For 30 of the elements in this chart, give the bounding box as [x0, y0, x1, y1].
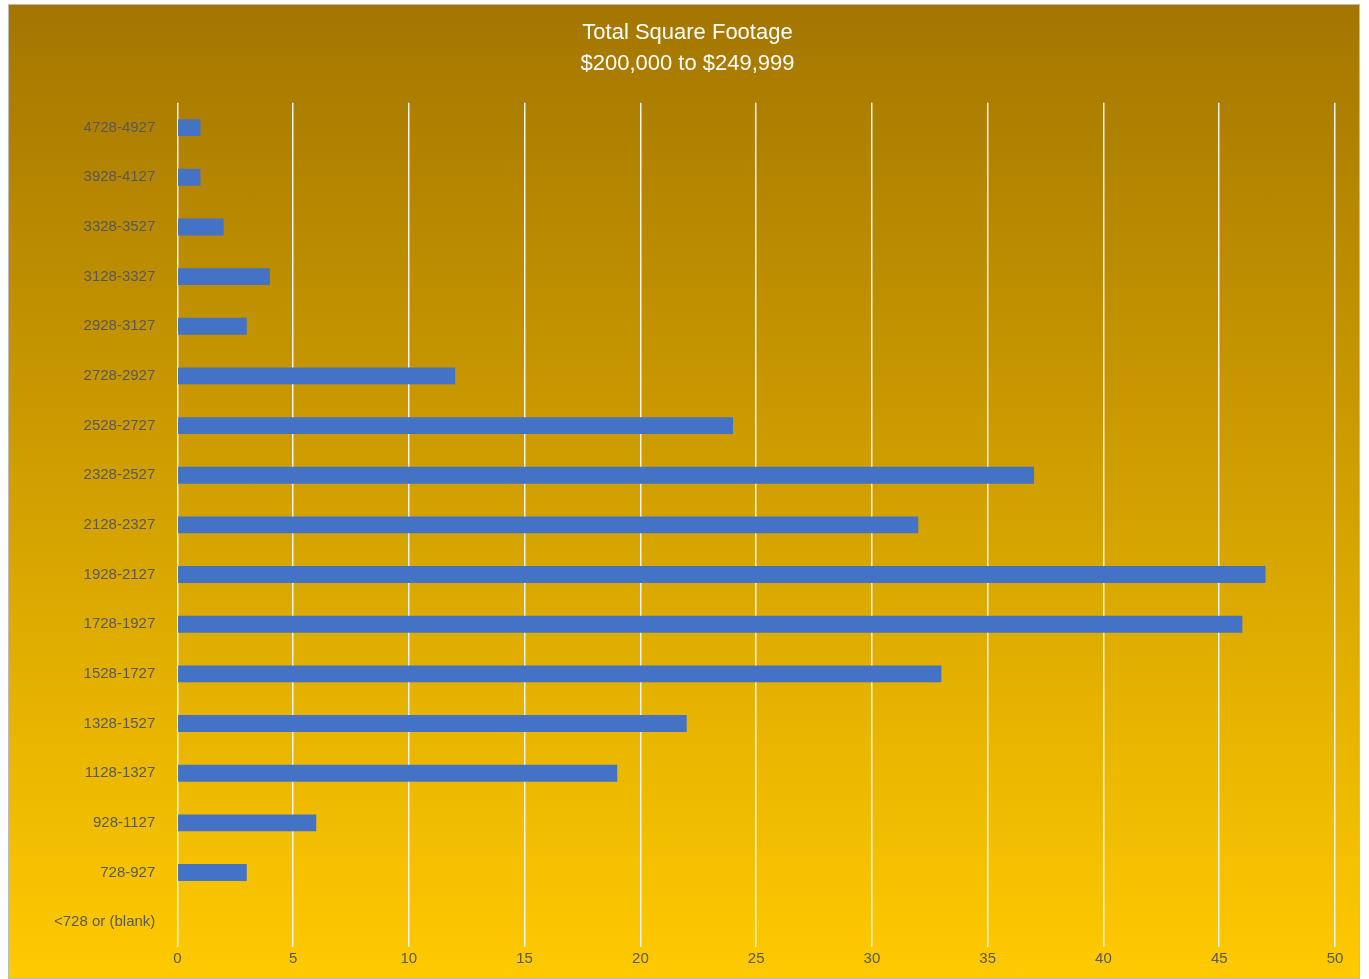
y-tick-label: 1328-1527 — [83, 713, 156, 731]
y-tick-label: 2728-2927 — [83, 366, 156, 384]
y-tick-label: 728-927 — [100, 862, 156, 880]
y-tick-label: 2528-2727 — [83, 415, 156, 433]
y-tick-label: 1128-1327 — [84, 763, 156, 781]
y-tick-label: <728 or (blank) — [54, 912, 156, 930]
y-tick-label: 928-1127 — [93, 812, 156, 830]
x-tick-label: 50 — [1326, 949, 1344, 967]
y-tick-label: 1528-1727 — [83, 664, 156, 682]
x-tick-label: 35 — [979, 949, 997, 967]
y-tick-label: 2128-2327 — [83, 515, 156, 533]
y-tick-label: 3328-3527 — [83, 217, 156, 235]
x-tick-label: 5 — [288, 949, 298, 967]
x-tick-label: 45 — [1210, 949, 1228, 967]
x-tick-label: 10 — [400, 949, 418, 967]
x-tick-label: 0 — [173, 949, 182, 967]
x-tick-label: 15 — [516, 949, 533, 967]
x-tick-label: 30 — [863, 949, 881, 967]
x-tick-label: 40 — [1095, 949, 1112, 967]
chart-title: Total Square Footage — [582, 19, 793, 45]
chart-subtitle: $200,000 to $249,999 — [580, 49, 795, 75]
y-tick-label: 3928-4127 — [83, 167, 156, 185]
y-tick-label: 1928-2127 — [83, 564, 156, 582]
y-tick-label: 4728-4927 — [83, 117, 156, 135]
y-tick-label: 1728-1927 — [83, 614, 156, 632]
x-tick-label: 25 — [747, 949, 765, 967]
x-tick-label: 20 — [632, 949, 649, 967]
y-tick-label: 2328-2527 — [83, 465, 156, 483]
y-tick-label: 3128-3327 — [83, 266, 156, 284]
y-tick-label: 2928-3127 — [83, 316, 156, 334]
